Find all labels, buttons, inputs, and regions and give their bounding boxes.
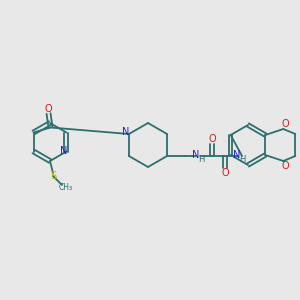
Text: N: N	[192, 150, 200, 160]
Text: O: O	[221, 168, 229, 178]
Text: N: N	[233, 150, 241, 160]
Text: N: N	[122, 127, 130, 137]
Text: H: H	[239, 155, 245, 164]
Text: H: H	[198, 154, 204, 164]
Text: O: O	[281, 161, 289, 171]
Text: CH₃: CH₃	[59, 182, 73, 191]
Text: N: N	[60, 146, 67, 157]
Text: O: O	[281, 119, 289, 129]
Text: O: O	[208, 134, 216, 144]
Text: S: S	[50, 171, 56, 181]
Text: O: O	[45, 103, 52, 113]
